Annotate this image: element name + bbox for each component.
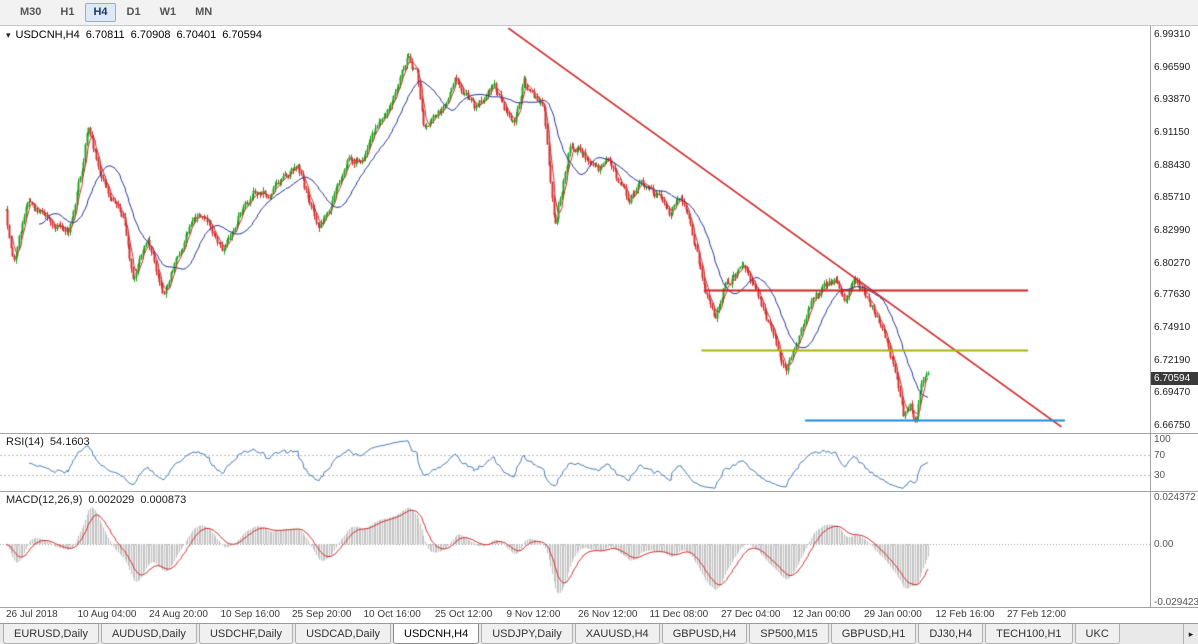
price-scale[interactable]: 6.99310 6.96590 6.93870 6.91150 6.88430 6.857… [1150,26,1198,433]
time-axis-label: 24 Aug 20:00 [149,609,208,620]
rsi-canvas[interactable] [0,434,1150,491]
scale-label: 6.77630 [1154,289,1191,301]
rsi-label: RSI(14) 54.1603 [6,436,96,448]
symbol-label: USDCNH,H4 [15,29,80,41]
chart-tab-bar: ▸ EURUSD,Daily AUDUSD,Daily USDCHF,Daily US… [0,623,1198,644]
time-axis-label: 27 Feb 12:00 [1007,609,1066,620]
scale-label: 6.88430 [1154,159,1191,171]
timeframe-h4-button[interactable]: H4 [85,3,116,22]
ohlc-low: 6.70401 [176,29,217,41]
chart-tab-usdcad-daily[interactable]: USDCAD,Daily [295,624,392,644]
scale-label: 30 [1154,470,1166,482]
scale-label: 6.85710 [1154,192,1191,204]
timeframe-d1-button[interactable]: D1 [126,6,141,18]
time-axis-label: 25 Sep 20:00 [292,609,352,620]
price-chart-panel: ▾ USDCNH,H4 6.70811 6.70908 6.70401 6.70… [0,26,1198,434]
macd-value-signal: 0.000873 [140,494,187,506]
chart-tab-ukc[interactable]: UKC [1074,624,1120,644]
time-axis[interactable]: 26 Jul 2018 10 Aug 04:00 24 Aug 20:00 10 Se… [0,608,1198,623]
rsi-name: RSI(14) [6,436,44,448]
scale-label: 6.74910 [1154,322,1191,334]
rsi-plot[interactable]: RSI(14) 54.1603 [0,434,1150,491]
time-axis-label: 26 Jul 2018 [6,609,58,620]
one-click-trading-icon[interactable]: ▾ [6,29,11,40]
time-axis-label: 10 Aug 04:00 [77,609,137,620]
timeframe-w1-button[interactable]: W1 [159,6,177,18]
chart-tab-audusd-daily[interactable]: AUDUSD,Daily [100,624,197,644]
chart-tab-usdcnh-h4[interactable]: USDCNH,H4 [393,624,480,644]
scale-label: 6.69470 [1154,387,1191,399]
chart-tab-eurusd-daily[interactable]: EURUSD,Daily [3,624,99,644]
chart-tab-sp500-m15[interactable]: SP500,M15 [749,624,829,644]
scale-label: 6.93870 [1154,94,1191,106]
chart-tab-usdjpy-daily[interactable]: USDJPY,Daily [481,624,573,644]
chart-tab-gbpusd-h1[interactable]: GBPUSD,H1 [830,624,917,644]
macd-name: MACD(12,26,9) [6,494,83,506]
scale-label: 0.00 [1154,539,1174,551]
time-axis-label: 11 Dec 08:00 [649,609,709,620]
timeframe-h1-button[interactable]: H1 [60,6,75,18]
macd-scale[interactable]: 0.024372 0.00 -0.029423 [1150,492,1198,607]
time-axis-label: 10 Oct 16:00 [363,609,421,620]
ohlc-close: 6.70594 [222,29,262,41]
timeframe-button-group: M30 H1 H4 D1 W1 MN [12,3,223,22]
time-axis-label: 10 Sep 16:00 [220,609,281,620]
chart-tab-xauusd-h4[interactable]: XAUUSD,H4 [574,624,660,644]
chart-tab-usdchf-daily[interactable]: USDCHF,Daily [198,624,294,644]
timeframe-mn-button[interactable]: MN [195,6,213,18]
scale-label: 6.72190 [1154,354,1191,366]
macd-panel: MACD(12,26,9) 0.002029 0.000873 0.024372 0.… [0,492,1198,608]
time-axis-label: 29 Jan 00:00 [864,609,922,620]
chart-tab-tech100-h1[interactable]: TECH100,H1 [985,624,1073,644]
scale-label: 6.66750 [1154,420,1191,432]
price-chart-plot[interactable]: ▾ USDCNH,H4 6.70811 6.70908 6.70401 6.70… [0,26,1150,433]
current-price-badge: 6.70594 [1151,371,1198,385]
time-axis-label: 27 Dec 04:00 [721,609,781,620]
scale-label: 6.96590 [1154,61,1191,73]
rsi-scale[interactable]: 100 70 30 [1150,434,1198,491]
chart-tab-gbpusd-h4[interactable]: GBPUSD,H4 [661,624,748,644]
ohlc-open: 6.70811 [85,29,125,41]
macd-plot[interactable]: MACD(12,26,9) 0.002029 0.000873 [0,492,1150,607]
scale-label: 70 [1154,449,1166,461]
timeframe-toolbar: M30 H1 H4 D1 W1 MN [0,0,1198,26]
symbol-ohlc-readout: ▾ USDCNH,H4 6.70811 6.70908 6.70401 6.70… [6,29,268,41]
price-chart-canvas[interactable] [0,26,1150,433]
scale-label: 6.91150 [1154,126,1190,138]
rsi-panel: RSI(14) 54.1603 100 70 30 [0,434,1198,492]
rsi-value: 54.1603 [49,436,90,448]
time-axis-label: 12 Feb 16:00 [935,609,995,620]
chart-tab-dj30-h4[interactable]: DJ30,H4 [918,624,984,644]
macd-canvas[interactable] [0,492,1150,607]
scale-label: 0.024372 [1154,492,1196,503]
macd-label: MACD(12,26,9) 0.002029 0.000873 [6,494,192,506]
time-axis-label: 25 Oct 12:00 [435,609,493,620]
scale-label: -0.029423 [1154,596,1198,607]
timeframe-m30-button[interactable]: M30 [20,6,42,18]
ohlc-high: 6.70908 [130,29,171,41]
time-axis-label: 9 Nov 12:00 [506,609,561,620]
time-axis-label: 12 Jan 00:00 [792,609,851,620]
scale-label: 100 [1154,434,1171,446]
tab-scroll-right-icon[interactable]: ▸ [1183,624,1198,644]
scale-label: 6.80270 [1154,257,1191,269]
time-axis-label: 26 Nov 12:00 [578,609,638,620]
scale-label: 6.99310 [1154,28,1191,40]
scale-label: 6.82990 [1154,224,1191,236]
macd-value-main: 0.002029 [88,494,135,506]
